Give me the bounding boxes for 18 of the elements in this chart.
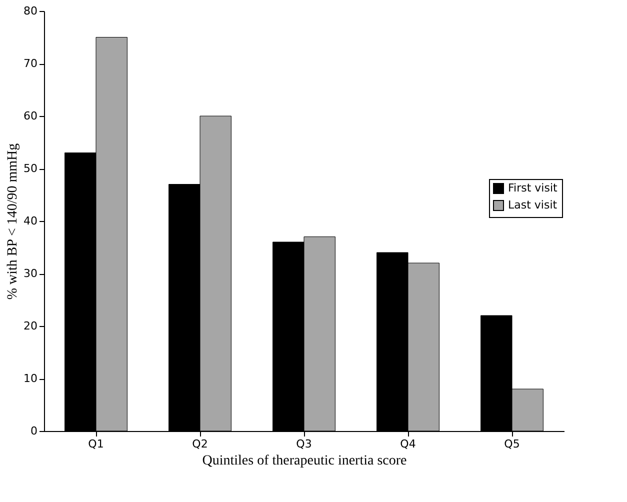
x-tick-label: Q5: [504, 438, 520, 450]
y-tick-label: 20: [24, 320, 38, 332]
y-tick-label: 60: [24, 110, 38, 122]
y-tick-label: 80: [24, 4, 38, 18]
y-tick-label: 0: [30, 424, 38, 438]
x-tick-label: Q2: [192, 438, 208, 450]
y-axis-title: % with BP < 140/90 mmHg: [6, 143, 21, 300]
y-tick-label: 50: [24, 162, 38, 175]
legend-label: First visit: [508, 182, 558, 194]
x-tick-label: Q4: [400, 438, 416, 450]
x-tick-label: Q1: [88, 438, 104, 450]
legend-label: Last visit: [508, 198, 558, 212]
y-tick-label: 10: [24, 372, 38, 385]
y-tick-label: 40: [24, 214, 38, 228]
x-axis-title: Quintiles of therapeutic inertia score: [202, 454, 407, 468]
y-tick-label: 70: [24, 57, 38, 70]
x-tick-label: Q3: [296, 438, 312, 450]
y-tick-label: 30: [24, 267, 38, 280]
